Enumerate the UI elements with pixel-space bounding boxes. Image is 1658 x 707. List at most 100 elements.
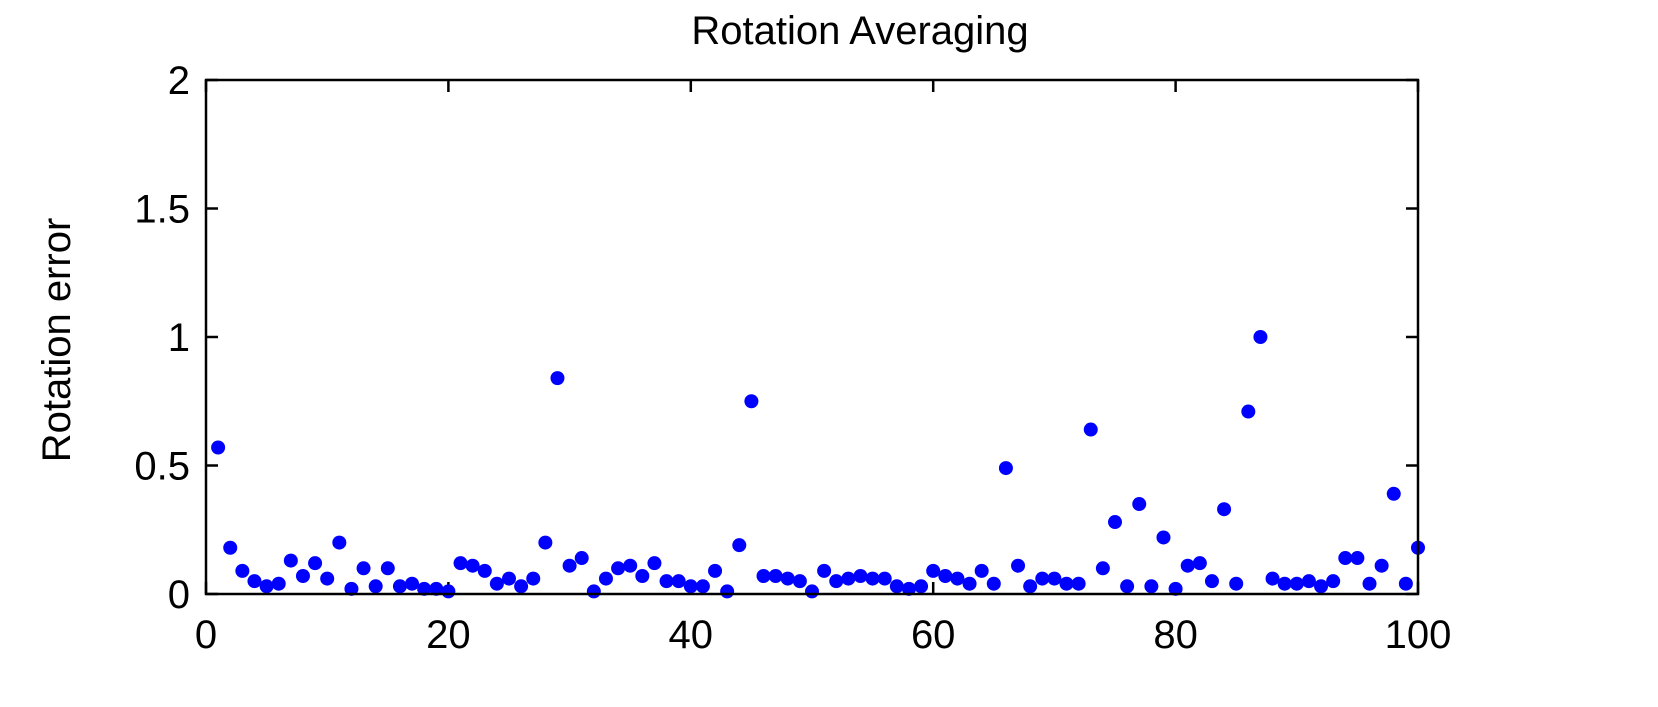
data-point bbox=[683, 579, 698, 594]
data-point bbox=[611, 561, 626, 576]
data-point bbox=[441, 584, 456, 599]
data-point bbox=[829, 574, 844, 589]
data-point bbox=[562, 558, 577, 573]
y-tick-label: 2 bbox=[168, 59, 190, 103]
data-point bbox=[817, 563, 832, 578]
data-point bbox=[1204, 574, 1219, 589]
data-point bbox=[417, 581, 432, 596]
data-point bbox=[671, 574, 686, 589]
data-point bbox=[211, 440, 226, 455]
data-point bbox=[380, 561, 395, 576]
data-point bbox=[780, 571, 795, 586]
data-point bbox=[647, 556, 662, 571]
data-point bbox=[538, 535, 553, 550]
data-point bbox=[1314, 579, 1329, 594]
data-point bbox=[974, 563, 989, 578]
data-point bbox=[308, 556, 323, 571]
data-point bbox=[283, 553, 298, 568]
x-tick-label: 20 bbox=[426, 613, 471, 657]
data-point bbox=[1301, 574, 1316, 589]
data-point bbox=[1374, 558, 1389, 573]
x-tick-label: 80 bbox=[1153, 613, 1198, 657]
data-point bbox=[1362, 576, 1377, 591]
data-point bbox=[477, 563, 492, 578]
data-point bbox=[889, 579, 904, 594]
data-point bbox=[1386, 486, 1401, 501]
data-point bbox=[1083, 422, 1098, 437]
data-point bbox=[1168, 581, 1183, 596]
data-point bbox=[1156, 530, 1171, 545]
data-point bbox=[356, 561, 371, 576]
data-point bbox=[865, 571, 880, 586]
data-point bbox=[1180, 558, 1195, 573]
data-point bbox=[659, 574, 674, 589]
data-point bbox=[901, 581, 916, 596]
data-point bbox=[792, 574, 807, 589]
data-point bbox=[235, 563, 250, 578]
data-point bbox=[1350, 551, 1365, 566]
data-point bbox=[295, 569, 310, 584]
data-point bbox=[259, 579, 274, 594]
data-point bbox=[392, 579, 407, 594]
data-point bbox=[1326, 574, 1341, 589]
data-point bbox=[368, 579, 383, 594]
data-point bbox=[1108, 515, 1122, 530]
data-point bbox=[623, 558, 638, 573]
data-point bbox=[877, 571, 892, 586]
data-point bbox=[247, 574, 262, 589]
data-point bbox=[1035, 571, 1050, 586]
data-point bbox=[1144, 579, 1159, 594]
data-point bbox=[1217, 502, 1232, 517]
plot-frame bbox=[204, 78, 1420, 596]
data-point bbox=[1253, 330, 1268, 344]
data-point bbox=[332, 535, 347, 550]
axis-ticks bbox=[204, 78, 1420, 596]
tick-labels: 0 20 40 60 80 100 0 0.5 1 1.5 2 bbox=[134, 59, 1451, 657]
data-point bbox=[708, 563, 723, 578]
y-tick-label: 0 bbox=[168, 573, 190, 617]
data-point bbox=[1289, 576, 1304, 591]
data-points bbox=[211, 330, 1425, 599]
data-point bbox=[950, 571, 965, 586]
data-point bbox=[453, 556, 468, 571]
x-tick-label: 100 bbox=[1385, 613, 1452, 657]
data-point bbox=[914, 579, 929, 594]
data-point bbox=[1011, 558, 1026, 573]
data-point bbox=[1265, 571, 1280, 586]
data-point bbox=[1120, 579, 1135, 594]
data-point bbox=[732, 538, 747, 553]
data-point bbox=[744, 394, 759, 409]
data-point bbox=[1071, 576, 1086, 591]
data-point bbox=[853, 569, 868, 584]
data-point bbox=[635, 569, 650, 584]
x-tick-label: 40 bbox=[669, 613, 714, 657]
data-point bbox=[586, 584, 601, 599]
data-point bbox=[1059, 576, 1074, 591]
data-point bbox=[938, 569, 953, 584]
x-tick-label: 0 bbox=[195, 613, 217, 657]
data-point bbox=[1023, 579, 1038, 594]
data-point bbox=[756, 569, 771, 584]
data-point bbox=[1338, 551, 1353, 566]
y-tick-label: 1 bbox=[168, 316, 190, 360]
data-point bbox=[574, 551, 589, 566]
data-point bbox=[1398, 576, 1413, 591]
data-point bbox=[489, 576, 504, 591]
data-point bbox=[550, 371, 565, 386]
y-tick-label: 0.5 bbox=[134, 445, 190, 489]
data-point bbox=[598, 571, 613, 586]
y-axis-label: Rotation error bbox=[35, 218, 79, 463]
data-point bbox=[465, 558, 480, 573]
data-point bbox=[223, 540, 238, 555]
data-point bbox=[1192, 556, 1207, 571]
data-point bbox=[1229, 576, 1244, 591]
data-point bbox=[320, 571, 335, 586]
data-point bbox=[405, 576, 420, 591]
data-point bbox=[768, 569, 783, 584]
data-point bbox=[720, 584, 735, 599]
data-point bbox=[998, 461, 1013, 476]
data-point bbox=[514, 579, 529, 594]
data-point bbox=[1241, 404, 1256, 419]
data-point bbox=[841, 571, 856, 586]
